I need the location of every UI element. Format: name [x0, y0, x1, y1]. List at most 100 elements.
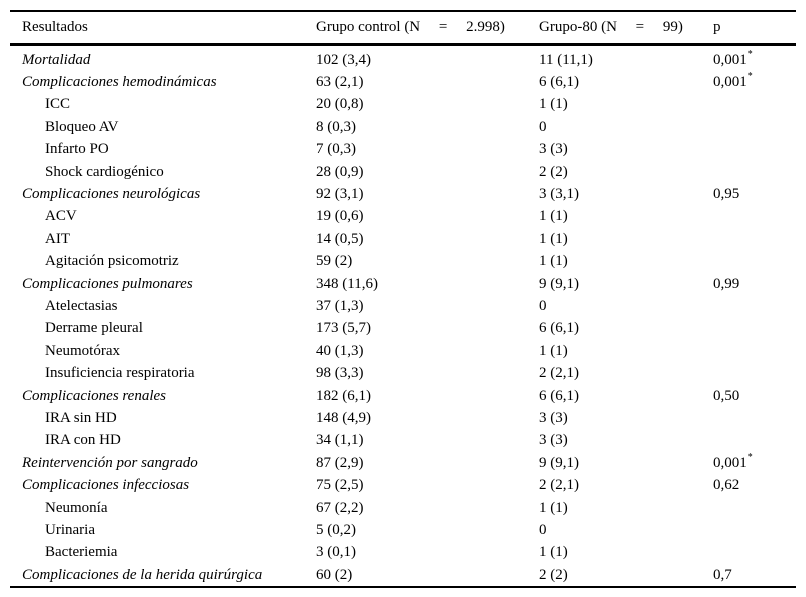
g80-value-cell: 3 (3): [539, 432, 568, 449]
g80-value-cell: 11 (11,1): [539, 51, 593, 68]
row-label-cell: IRA sin HD: [45, 409, 117, 426]
g80-value-cell: 6 (6,1): [539, 74, 579, 91]
control-value-cell: 19 (0,6): [316, 208, 364, 225]
table-row: Reintervención por sangrado 87 (2,9) 9 (9,…: [10, 452, 796, 474]
significance-asterisk: *: [747, 71, 753, 83]
table-row: Complicaciones pulmonares 348 (11,6) 9 (9,…: [10, 273, 796, 295]
row-label-cell: Bloqueo AV: [45, 118, 119, 135]
significance-asterisk: *: [747, 452, 753, 463]
control-value-cell: 87 (2,9): [316, 454, 364, 471]
results-table-header: Resultados Grupo control (N = 2.998) Gru…: [10, 11, 796, 46]
control-value-cell: 37 (1,3): [316, 297, 364, 314]
p-value-cell: [713, 94, 796, 116]
control-value-cell: 5 (0,2): [316, 521, 356, 538]
row-label-cell: Complicaciones de la herida quirúrgica: [22, 566, 263, 583]
g80-value-cell: 2 (2): [539, 566, 568, 583]
control-value-cell: 7 (0,3): [316, 141, 356, 158]
p-value-cell: [713, 318, 796, 340]
row-label-cell: Complicaciones hemodinámicas: [22, 74, 217, 91]
p-value-cell: [713, 542, 796, 564]
row-label-cell: IRA con HD: [45, 432, 121, 449]
table-row: AIT 14 (0,5) 1 (1): [10, 228, 796, 250]
column-header-grupo-80: Grupo-80 (N = 99): [539, 11, 713, 46]
table-row: Complicaciones infecciosas 75 (2,5) 2 (2,1…: [10, 474, 796, 496]
g80-value-cell: 1 (1): [539, 96, 568, 113]
p-value-cell: 0,7: [713, 566, 732, 583]
control-value-cell: 40 (1,3): [316, 342, 364, 359]
p-value-cell: 0,50: [713, 387, 740, 404]
table-row: Derrame pleural 173 (5,7) 6 (6,1): [10, 318, 796, 340]
g80-value-cell: 1 (1): [539, 208, 568, 225]
g80-value-cell: 2 (2): [539, 163, 568, 180]
p-value-cell: [713, 139, 796, 161]
control-value-cell: 98 (3,3): [316, 365, 364, 382]
table-row: Atelectasias 37 (1,3) 0: [10, 295, 796, 317]
row-label-cell: Derrame pleural: [45, 320, 143, 337]
results-table: Resultados Grupo control (N = 2.998) Gru…: [10, 10, 796, 589]
control-value-cell: 3 (0,1): [316, 544, 356, 561]
p-value-cell: [713, 116, 796, 138]
column-header-p: p: [713, 11, 796, 46]
g80-value-cell: 0: [539, 297, 547, 314]
g80-value-cell: 2 (2,1): [539, 477, 579, 494]
column-header-grupo-control: Grupo control (N = 2.998): [316, 11, 539, 46]
table-row: Mortalidad 102 (3,4) 11 (11,1) 0,001*: [10, 45, 796, 72]
table-row: IRA sin HD 148 (4,9) 3 (3): [10, 407, 796, 429]
p-value-cell: 0,95: [713, 186, 740, 203]
control-value-cell: 59 (2): [316, 253, 353, 270]
p-value-cell: 0,99: [713, 275, 740, 292]
row-label-cell: Atelectasias: [45, 297, 118, 314]
g80-value-cell: 3 (3): [539, 141, 568, 158]
results-table-container: Resultados Grupo control (N = 2.998) Gru…: [10, 10, 796, 589]
p-value-cell: 0,62: [713, 477, 740, 494]
table-row: Insuficiencia respiratoria 98 (3,3) 2 (2,1…: [10, 362, 796, 384]
row-label-cell: Infarto PO: [45, 141, 109, 158]
control-value-cell: 173 (5,7): [316, 320, 371, 337]
p-value-cell: [713, 161, 796, 183]
control-value-cell: 60 (2): [316, 566, 353, 583]
p-value-cell: [713, 228, 796, 250]
g80-value-cell: 3 (3): [539, 409, 568, 426]
row-label-cell: AIT: [45, 230, 70, 247]
table-row: Neumonía 67 (2,2) 1 (1): [10, 497, 796, 519]
table-row: ICC 20 (0,8) 1 (1): [10, 94, 796, 116]
row-label-cell: Mortalidad: [22, 51, 91, 68]
row-label-cell: Reintervención por sangrado: [22, 454, 198, 471]
table-row: Complicaciones renales 182 (6,1) 6 (6,1) 0,…: [10, 385, 796, 407]
control-value-cell: 8 (0,3): [316, 118, 356, 135]
p-value-cell: 0,001*: [713, 48, 753, 68]
control-value-cell: 102 (3,4): [316, 51, 371, 68]
row-label-cell: Insuficiencia respiratoria: [45, 365, 195, 382]
row-label-cell: ICC: [45, 96, 71, 113]
p-value-cell: [713, 362, 796, 384]
table-row: Agitación psicomotriz 59 (2) 1 (1): [10, 251, 796, 273]
g80-value-cell: 0: [539, 521, 547, 538]
table-row: Bloqueo AV 8 (0,3) 0: [10, 116, 796, 138]
g80-value-cell: 1 (1): [539, 253, 568, 270]
row-label-cell: Shock cardiogénico: [45, 163, 164, 180]
column-header-resultados: Resultados: [10, 11, 316, 46]
p-value-cell: [713, 251, 796, 273]
row-label-cell: Bacteriemia: [45, 544, 118, 561]
p-value-cell: [713, 295, 796, 317]
g80-value-cell: 6 (6,1): [539, 320, 579, 337]
table-row: Urinaria 5 (0,2) 0: [10, 519, 796, 541]
p-value-cell: [713, 519, 796, 541]
p-value-cell: [713, 407, 796, 429]
table-row: Infarto PO 7 (0,3) 3 (3): [10, 139, 796, 161]
p-value-cell: 0,001*: [713, 71, 753, 91]
row-label-cell: Agitación psicomotriz: [45, 253, 179, 270]
row-label-cell: Neumotórax: [45, 342, 120, 359]
g80-value-cell: 2 (2,1): [539, 365, 579, 382]
table-row: Bacteriemia 3 (0,1) 1 (1): [10, 542, 796, 564]
table-row: Shock cardiogénico 28 (0,9) 2 (2): [10, 161, 796, 183]
control-value-cell: 14 (0,5): [316, 230, 364, 247]
table-row: Complicaciones de la herida quirúrgica 60…: [10, 564, 796, 587]
p-value-cell: 0,001*: [713, 452, 753, 471]
header-row: Resultados Grupo control (N = 2.998) Gru…: [10, 11, 796, 46]
g80-value-cell: 1 (1): [539, 499, 568, 516]
control-value-cell: 20 (0,8): [316, 96, 364, 113]
table-row: Complicaciones neurológicas 92 (3,1) 3 (3,…: [10, 183, 796, 205]
table-row: Neumotórax 40 (1,3) 1 (1): [10, 340, 796, 362]
control-value-cell: 28 (0,9): [316, 163, 364, 180]
